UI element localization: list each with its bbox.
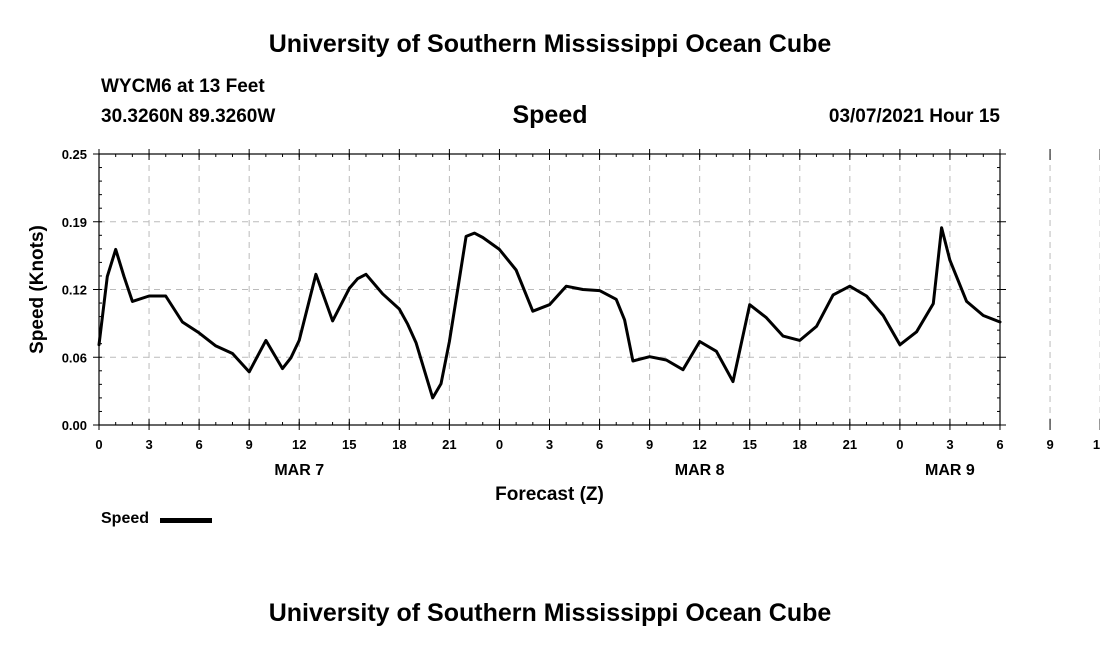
- y-tick-label: 0.25: [62, 147, 87, 162]
- legend-label: Speed: [101, 510, 150, 527]
- x-tick-label: 12: [692, 437, 706, 452]
- tick-labels: 0.00 0.06 0.12 0.19 0.25 0 3 6 9 12 15 18 21 0 3 6 9 12 15…: [62, 147, 1100, 479]
- footer-title: University of Southern Mississippi Ocean…: [268, 599, 832, 627]
- legend-swatch: [160, 518, 212, 523]
- x-tick-label: 15: [342, 437, 356, 452]
- x-tick-label: 3: [145, 437, 152, 452]
- y-axis-label: Speed (Knots): [27, 225, 48, 354]
- date-label: MAR 9: [925, 462, 975, 479]
- x-tick-label: 18: [793, 437, 807, 452]
- x-tick-label: 6: [195, 437, 202, 452]
- x-tick-label: 15: [742, 437, 756, 452]
- y-tick-label: 0.12: [62, 283, 87, 298]
- x-tick-label: 9: [1046, 437, 1053, 452]
- x-tick-label: 3: [946, 437, 953, 452]
- chart-title: University of Southern Mississippi Ocean…: [268, 30, 832, 58]
- x-tick-label: 12: [292, 437, 306, 452]
- x-axis-label: Forecast (Z): [495, 484, 604, 505]
- x-tick-label: 6: [996, 437, 1003, 452]
- y-tick-label: 0.19: [62, 215, 87, 230]
- x-tick-label: 6: [596, 437, 603, 452]
- grid-lines: [99, 154, 1100, 425]
- x-tick-label: 21: [843, 437, 857, 452]
- x-tick-label: 12: [1093, 437, 1100, 452]
- x-tick-label: 9: [246, 437, 253, 452]
- coordinates-label: 30.3260N 89.3260W: [101, 106, 276, 127]
- x-tick-label: 0: [896, 437, 903, 452]
- x-tick-label: 21: [442, 437, 456, 452]
- x-tick-label: 0: [496, 437, 503, 452]
- y-tick-label: 0.00: [62, 418, 87, 433]
- series-lines: [97, 226, 1002, 400]
- date-label: MAR 7: [274, 462, 324, 479]
- x-tick-label: 9: [646, 437, 653, 452]
- plot-frame: [98, 153, 1001, 426]
- station-label: WYCM6 at 13 Feet: [101, 76, 265, 97]
- date-label: MAR 8: [675, 462, 725, 479]
- x-tick-label: 3: [546, 437, 553, 452]
- speed-series-line: [97, 226, 1002, 400]
- x-tick-label: 18: [392, 437, 406, 452]
- y-tick-label: 0.06: [62, 350, 87, 365]
- x-tick-label: 0: [95, 437, 102, 452]
- variable-title: Speed: [512, 101, 588, 129]
- datetime-label: 03/07/2021 Hour 15: [828, 106, 1000, 127]
